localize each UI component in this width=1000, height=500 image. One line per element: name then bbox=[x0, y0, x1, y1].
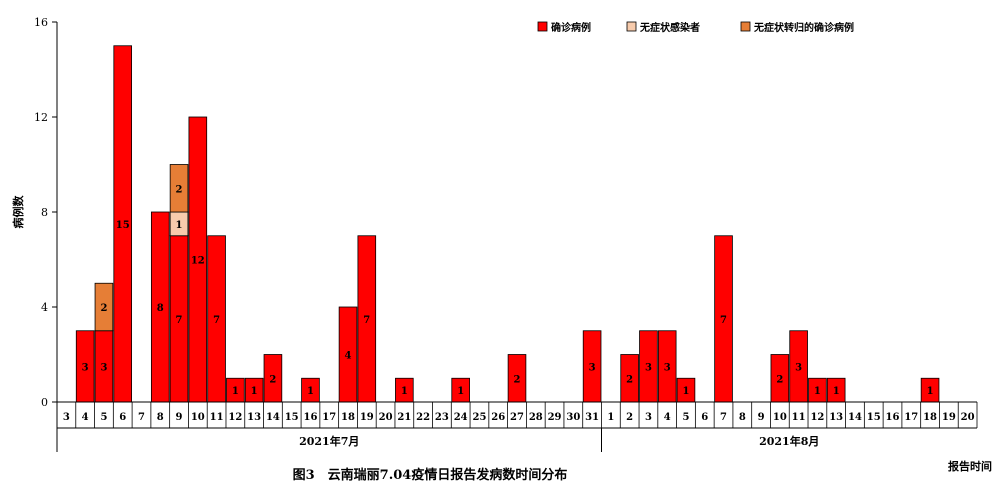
x-tick-label: 17 bbox=[322, 412, 336, 423]
x-tick-label: 6 bbox=[701, 412, 708, 423]
bar-value-label: 7 bbox=[213, 315, 220, 326]
bar-value-label: 3 bbox=[795, 362, 802, 373]
x-tick-label: 5 bbox=[682, 412, 689, 423]
x-tick-label: 19 bbox=[360, 412, 374, 423]
x-tick-label: 15 bbox=[867, 412, 881, 423]
x-tick-label: 9 bbox=[176, 412, 183, 423]
bar-value-label: 1 bbox=[927, 386, 934, 397]
bar-value-label: 1 bbox=[682, 386, 689, 397]
x-tick-label: 11 bbox=[210, 412, 224, 423]
x-tick-label: 19 bbox=[942, 412, 956, 423]
x-tick-label: 21 bbox=[397, 412, 411, 423]
legend-swatch-0 bbox=[537, 21, 548, 32]
x-tick-label: 20 bbox=[379, 412, 393, 423]
x-tick-label: 18 bbox=[923, 412, 937, 423]
bar-value-label: 2 bbox=[269, 374, 276, 385]
x-tick-label: 14 bbox=[266, 412, 280, 423]
x-tick-label: 24 bbox=[454, 412, 468, 423]
x-tick-label: 2 bbox=[626, 412, 633, 423]
x-tick-label: 8 bbox=[739, 412, 746, 423]
x-tick-label: 10 bbox=[191, 412, 205, 423]
bar-value-label: 15 bbox=[116, 220, 130, 231]
bar-s2-2 bbox=[94, 282, 114, 332]
bar-value-label: 1 bbox=[232, 386, 239, 397]
bar-value-label: 12 bbox=[191, 256, 205, 267]
y-tick-label: 16 bbox=[34, 16, 48, 29]
bar-value-label: 4 bbox=[345, 351, 352, 362]
bar-value-label: 2 bbox=[626, 374, 633, 385]
x-tick-label: 13 bbox=[829, 412, 843, 423]
bar-value-label: 7 bbox=[363, 315, 370, 326]
y-axis-label: 病例数 bbox=[11, 195, 25, 229]
bar-value-label: 2 bbox=[100, 303, 107, 314]
x-axis-label: 报告时间 bbox=[948, 459, 992, 473]
y-tick-label: 8 bbox=[41, 206, 48, 219]
x-tick-label: 23 bbox=[435, 412, 449, 423]
bar-s2-6 bbox=[169, 164, 189, 213]
bar-value-label: 1 bbox=[176, 220, 183, 231]
x-tick-label: 13 bbox=[247, 412, 261, 423]
x-tick-label: 27 bbox=[510, 412, 524, 423]
x-tick-label: 1 bbox=[607, 412, 614, 423]
bar-value-label: 1 bbox=[814, 386, 821, 397]
bar-value-label: 3 bbox=[82, 362, 89, 373]
bar-value-label: 3 bbox=[589, 362, 596, 373]
x-tick-label: 12 bbox=[810, 412, 824, 423]
y-tick-label: 0 bbox=[41, 396, 48, 409]
x-tick-label: 12 bbox=[228, 412, 242, 423]
legend-label-0: 确诊病例 bbox=[551, 21, 591, 34]
bar-value-label: 1 bbox=[401, 386, 408, 397]
x-tick-label: 26 bbox=[491, 412, 505, 423]
x-tick-label: 31 bbox=[585, 412, 599, 423]
x-tick-label: 9 bbox=[758, 412, 765, 423]
bar-value-label: 2 bbox=[514, 374, 521, 385]
x-tick-label: 25 bbox=[472, 412, 486, 423]
x-tick-label: 15 bbox=[285, 412, 299, 423]
x-tick-label: 17 bbox=[904, 412, 918, 423]
x-tick-label: 10 bbox=[773, 412, 787, 423]
chart-caption: 图3 云南瑞丽7.04疫情日报告发病数时间分布 bbox=[293, 467, 568, 483]
bar-value-label: 3 bbox=[100, 362, 107, 373]
x-tick-label: 8 bbox=[157, 412, 164, 423]
x-tick-label: 18 bbox=[341, 412, 355, 423]
x-tick-label: 7 bbox=[720, 412, 727, 423]
x-tick-label: 6 bbox=[119, 412, 126, 423]
legend-label-1: 无症状感染者 bbox=[639, 21, 700, 34]
bar-value-label: 1 bbox=[251, 386, 258, 397]
x-tick-label: 4 bbox=[664, 412, 671, 423]
x-tick-label: 16 bbox=[304, 412, 318, 423]
bar-value-label: 7 bbox=[176, 315, 183, 326]
bar-value-label: 8 bbox=[157, 303, 164, 314]
x-tick-label: 20 bbox=[961, 412, 975, 423]
bar-value-label: 3 bbox=[645, 362, 652, 373]
bar-value-label: 2 bbox=[176, 184, 183, 195]
bar-value-label: 2 bbox=[776, 374, 783, 385]
month-label: 2021年8月 bbox=[759, 434, 819, 448]
x-tick-label: 3 bbox=[645, 412, 652, 423]
bar-value-label: 1 bbox=[307, 386, 314, 397]
x-tick-label: 14 bbox=[848, 412, 862, 423]
y-tick-label: 12 bbox=[34, 111, 48, 124]
legend-swatch-1 bbox=[626, 21, 637, 32]
x-tick-label: 3 bbox=[63, 412, 70, 423]
x-tick-label: 16 bbox=[886, 412, 900, 423]
x-tick-label: 4 bbox=[82, 412, 89, 423]
x-tick-label: 7 bbox=[138, 412, 145, 423]
x-tick-label: 5 bbox=[100, 412, 107, 423]
x-tick-label: 30 bbox=[566, 412, 580, 423]
x-tick-label: 11 bbox=[792, 412, 806, 423]
bar-value-label: 1 bbox=[833, 386, 840, 397]
legend-label-2: 无症状转归的确诊病例 bbox=[753, 21, 854, 34]
x-tick-label: 22 bbox=[416, 412, 430, 423]
bar-value-label: 1 bbox=[457, 386, 464, 397]
bar-value-label: 7 bbox=[720, 315, 727, 326]
x-tick-label: 29 bbox=[548, 412, 562, 423]
y-tick-label: 4 bbox=[41, 301, 48, 314]
x-tick-label: 28 bbox=[529, 412, 543, 423]
month-label: 2021年7月 bbox=[299, 434, 359, 448]
legend-swatch-2 bbox=[740, 21, 751, 32]
bar-value-label: 3 bbox=[664, 362, 671, 373]
